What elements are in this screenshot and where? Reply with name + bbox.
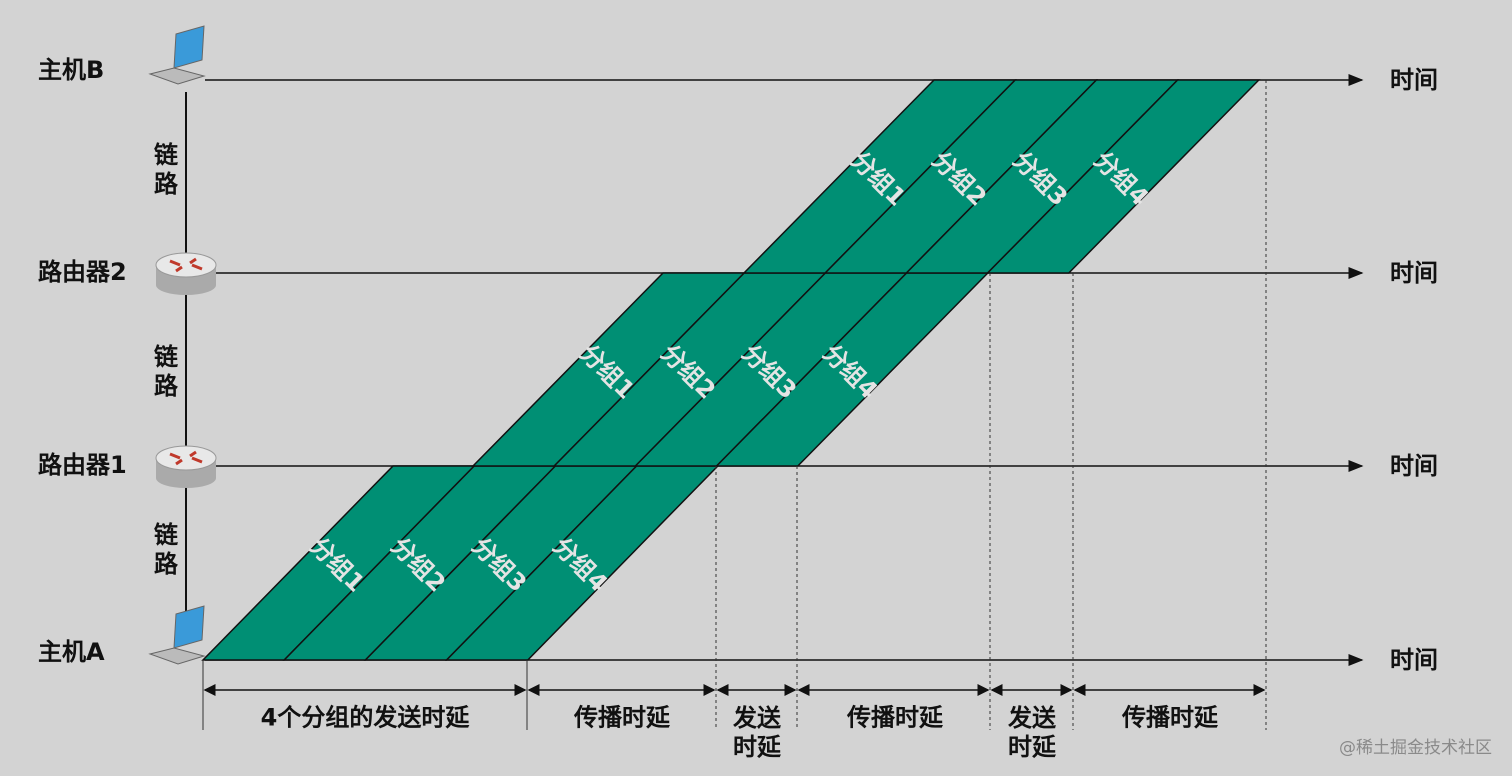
delay-label: 传播时延 [847, 703, 943, 732]
watermark: @稀土掘金技术社区 [1339, 738, 1492, 758]
node-label: 路由器1 [38, 451, 127, 479]
laptop-icon [148, 647, 206, 665]
delay-label: 传播时延 [1122, 703, 1218, 732]
delay-label: 传播时延 [574, 703, 670, 732]
time-label: 时间 [1390, 646, 1438, 674]
node-label: 路由器2 [38, 258, 127, 286]
router-icon [155, 445, 217, 471]
node-label: 主机A [38, 638, 105, 666]
router-icon [156, 468, 216, 488]
time-label: 时间 [1390, 66, 1438, 94]
laptop-icon [173, 25, 205, 69]
time-label: 时间 [1390, 452, 1438, 480]
laptop-icon [173, 605, 205, 649]
delay-label: 发送时延 [1007, 704, 1056, 761]
delay-label: 4个分组的发送时延 [260, 703, 470, 732]
link-label: 链路 [153, 521, 179, 579]
time-label: 时间 [1390, 259, 1438, 287]
delay-label: 发送时延 [732, 704, 781, 761]
router-icon [169, 257, 203, 273]
laptop-icon [148, 67, 206, 85]
router-icon [155, 252, 217, 278]
router-icon [156, 275, 216, 295]
node-label: 主机B [38, 56, 105, 84]
packet [985, 79, 1261, 274]
router-icon [169, 450, 203, 466]
link-label: 链路 [153, 141, 179, 199]
link-label: 链路 [153, 343, 179, 401]
